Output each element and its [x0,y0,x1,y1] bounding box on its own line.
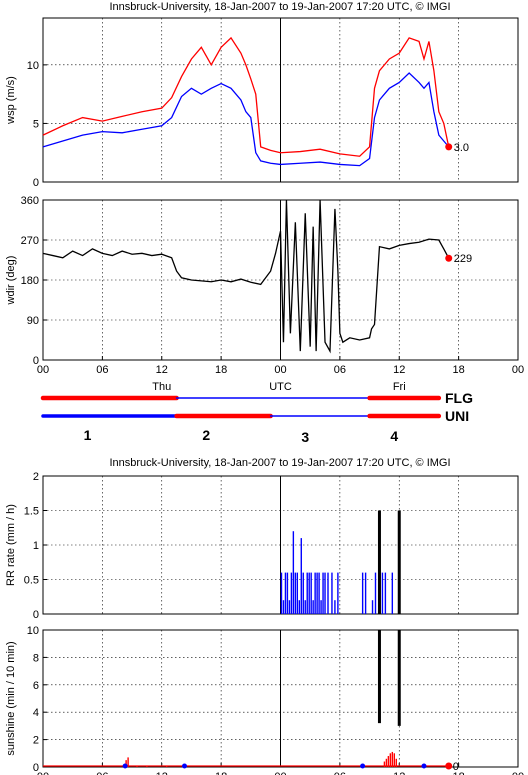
regime-day-label: UTC [269,381,292,393]
wdir-panel-series-0 [42,199,450,354]
top-title: Innsbruck-University, 18-Jan-2007 to 19-… [109,1,450,13]
regime-station-label: UNI [445,408,469,424]
regime-period-label: 1 [84,427,92,443]
sun-panel-xtick-label: 06 [96,771,108,775]
wdir-panel-ytick-label: 0 [33,355,39,367]
sun-panel-xtick-label: 00 [37,771,49,775]
sun-panel-ytick-label: 6 [33,680,39,692]
wsp-panel-ylabel: wsp (m/s) [5,76,17,125]
rr-panel-frame [42,475,519,615]
wdir-panel-xtick-label: 12 [393,364,405,376]
sun-panel-xtick-label: 18 [453,771,465,775]
sun-marker [360,763,366,769]
wdir-panel-ytick-label: 90 [27,315,39,327]
wdir-panel-ytick-label: 360 [21,195,39,207]
wdir-panel-ytick-label: 270 [21,235,39,247]
regime-day-label: Fri [393,381,406,393]
regime-period-label: 2 [202,427,210,443]
sun-panel-xtick-label: 00 [512,771,524,775]
bottom-title: Innsbruck-University, 18-Jan-2007 to 19-… [109,457,450,469]
sun-panel-xtick-label: 12 [156,771,168,775]
rr-panel-ytick-label: 1 [33,540,39,552]
rr-panel-ytick-label: 2 [33,471,39,483]
sun-marker [421,763,427,769]
wdir-panel-xtick-label: 06 [96,364,108,376]
wdir-panel-ytick-label: 180 [21,275,39,287]
wsp-panel-ytick-label: 10 [27,60,39,72]
regime-day-label: Thu [152,381,171,393]
sun-marker [122,763,128,769]
regime-period-label: 4 [390,428,398,444]
sun-panel-xtick-label: 00 [274,771,286,775]
wsp-panel-series-1 [42,72,450,167]
sun-panel-xtick-label: 18 [215,771,227,775]
wdir-panel-xtick-label: 06 [334,364,346,376]
sun-panel-ytick-label: 4 [33,707,39,719]
wdir-panel-xtick-label: 00 [37,364,49,376]
rr-panel-ytick-label: 0 [33,609,39,621]
wdir-current-marker [445,254,453,262]
wsp-panel-ytick-label: 0 [33,177,39,189]
wdir-panel-xtick-label: 12 [156,364,168,376]
wsp-panel-series-0 [42,36,450,157]
wdir-panel-xtick-label: 18 [215,364,227,376]
sun-panel-ytick-label: 2 [33,735,39,747]
sun-panel-ylabel: sunshine (min / 10 min) [5,641,17,755]
rr-panel-ytick-label: 1.5 [24,506,39,518]
rr-panel-ytick-label: 0.5 [24,575,39,587]
wsp-current-label: 3.0 [454,142,469,154]
wdir-panel-xtick-label: 18 [453,364,465,376]
regime-period-label: 3 [301,429,309,445]
wdir-panel-ylabel: wdir (deg) [5,256,17,306]
sun-panel-xtick-label: 06 [334,771,346,775]
wdir-panel-xtick-label: 00 [512,364,524,376]
sun-panel-xtick-label: 12 [393,771,405,775]
sun-marker [182,763,188,769]
wsp-panel-frame [42,17,519,183]
wdir-panel-xtick-label: 00 [274,364,286,376]
sun-current-label: 0 [453,761,459,773]
sun-panel-ytick-label: 0 [33,762,39,774]
wsp-panel-ytick-label: 5 [33,118,39,130]
wsp-current-marker [445,143,453,151]
sun-panel-ytick-label: 8 [33,652,39,664]
regime-station-label: FLG [445,390,473,406]
rr-panel-ylabel: RR rate (mm / h) [5,504,17,586]
wdir-current-label: 229 [454,253,472,265]
sun-marker [445,762,453,770]
sun-panel-ytick-label: 10 [27,625,39,637]
